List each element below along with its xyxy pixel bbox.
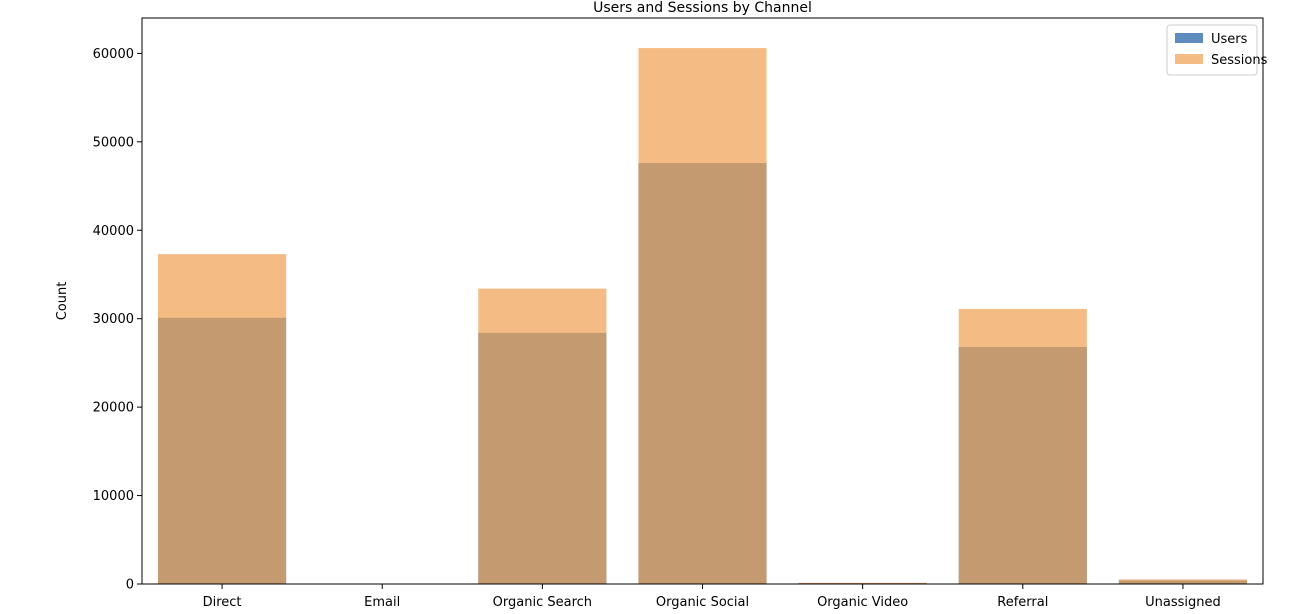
y-tick-label: 30000 bbox=[93, 312, 134, 327]
y-tick-label: 20000 bbox=[93, 401, 134, 416]
x-tick-label: Organic Social bbox=[656, 595, 749, 610]
bar-sessions-organic-video bbox=[798, 582, 927, 584]
legend-label-users: Users bbox=[1211, 32, 1248, 47]
bar-sessions-referral bbox=[958, 308, 1087, 584]
y-tick-label: 40000 bbox=[93, 224, 134, 239]
legend-swatch-users bbox=[1175, 33, 1203, 43]
x-axis-ticks: Direct Email Organic Search Organic Social O… bbox=[203, 584, 1221, 610]
x-tick-label: Direct bbox=[203, 595, 242, 610]
bar-sessions-direct bbox=[158, 254, 287, 585]
bars-group bbox=[158, 48, 1247, 585]
y-tick-label: 0 bbox=[126, 578, 134, 593]
y-tick-label: 10000 bbox=[93, 489, 134, 504]
chart-title: Users and Sessions by Channel bbox=[593, 0, 812, 16]
x-tick-label: Organic Video bbox=[817, 595, 908, 610]
legend-label-sessions: Sessions bbox=[1211, 53, 1268, 68]
y-tick-label: 50000 bbox=[93, 135, 134, 150]
x-tick-label: Email bbox=[364, 595, 400, 610]
x-tick-label: Referral bbox=[997, 595, 1048, 610]
legend-swatch-sessions bbox=[1175, 54, 1203, 64]
bar-sessions-organic-search bbox=[478, 288, 607, 584]
plot-frame bbox=[141, 17, 1264, 585]
y-tick-label: 60000 bbox=[93, 47, 134, 62]
y-axis-label: Count bbox=[55, 282, 70, 321]
x-tick-label: Unassigned bbox=[1145, 595, 1221, 610]
bar-sessions-unassigned bbox=[1118, 579, 1247, 584]
bar-sessions-organic-social bbox=[638, 48, 767, 585]
legend: Users Sessions bbox=[1166, 24, 1268, 76]
y-axis-ticks: 0 10000 20000 30000 40000 50000 60000 bbox=[93, 47, 142, 593]
x-tick-label: Organic Search bbox=[493, 595, 592, 610]
